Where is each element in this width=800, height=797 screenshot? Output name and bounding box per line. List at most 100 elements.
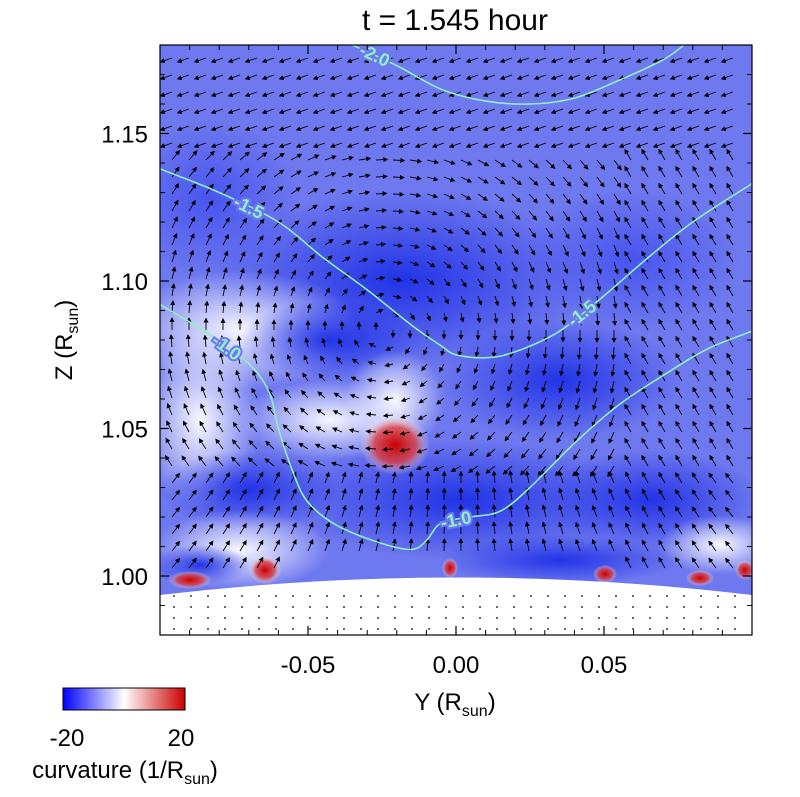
heatmap-region (593, 565, 617, 583)
surface-dot (666, 595, 668, 597)
velocity-arrow (573, 431, 581, 444)
velocity-arrow (290, 153, 303, 161)
velocity-arrow (210, 74, 224, 81)
velocity-arrow (533, 108, 547, 115)
surface-dot (700, 617, 702, 619)
velocity-arrow (222, 200, 231, 212)
velocity-arrow (475, 504, 481, 518)
velocity-arrow (477, 244, 486, 254)
velocity-arrow (451, 448, 462, 456)
velocity-arrow (261, 108, 275, 115)
velocity-arrow (182, 437, 190, 450)
velocity-arrow (426, 278, 435, 286)
velocity-arrow (408, 521, 414, 535)
velocity-arrow (392, 157, 406, 163)
velocity-arrow (256, 152, 268, 161)
velocity-arrow (494, 176, 506, 185)
velocity-arrow (613, 159, 622, 171)
velocity-arrow (596, 261, 602, 275)
velocity-arrow (231, 456, 241, 467)
velocity-arrow (465, 91, 479, 98)
velocity-arrow (171, 232, 178, 246)
surface-dot (292, 595, 294, 597)
velocity-arrow (341, 256, 351, 263)
velocity-arrow (708, 506, 717, 518)
velocity-arrow (239, 217, 248, 229)
surface-dot (700, 595, 702, 597)
surface-dot (394, 606, 396, 608)
velocity-arrow (592, 380, 598, 394)
velocity-arrow (476, 312, 482, 324)
velocity-arrow (658, 267, 666, 280)
velocity-arrow (443, 193, 455, 199)
velocity-arrow (250, 405, 258, 416)
velocity-arrow (525, 363, 530, 376)
velocity-arrow (528, 193, 538, 204)
velocity-arrow (256, 185, 267, 195)
velocity-arrow (584, 74, 598, 81)
velocity-arrow (287, 336, 293, 348)
velocity-arrow (341, 172, 354, 178)
velocity-arrow (222, 250, 229, 263)
velocity-arrow (239, 168, 250, 178)
surface-dot (428, 595, 430, 597)
velocity-arrow (538, 448, 547, 460)
velocity-arrow (559, 346, 565, 360)
velocity-arrow (499, 91, 513, 98)
velocity-arrow (217, 403, 224, 416)
velocity-arrow (300, 390, 309, 399)
velocity-arrow (524, 538, 530, 552)
velocity-arrow (579, 261, 585, 275)
velocity-arrow (613, 176, 622, 188)
velocity-arrow (641, 301, 649, 314)
velocity-arrow (579, 227, 587, 240)
velocity-arrow (239, 488, 247, 501)
velocity-arrow (290, 170, 302, 178)
velocity-arrow (652, 91, 666, 98)
velocity-arrow (624, 182, 632, 195)
surface-dot (343, 606, 345, 608)
velocity-arrow (324, 521, 331, 535)
velocity-arrow (409, 226, 421, 232)
velocity-arrow (426, 193, 439, 199)
velocity-arrow (397, 91, 411, 98)
velocity-arrow (256, 235, 264, 246)
velocity-arrow (251, 387, 258, 399)
velocity-arrow (433, 448, 445, 455)
velocity-arrow (363, 108, 377, 115)
velocity-arrow (329, 74, 343, 81)
velocity-arrow (692, 267, 700, 280)
velocity-arrow (273, 252, 280, 263)
velocity-arrow (686, 108, 700, 115)
velocity-arrow (443, 176, 456, 182)
velocity-arrow (188, 523, 197, 535)
velocity-arrow (624, 318, 632, 331)
velocity-arrow (248, 439, 258, 450)
velocity-arrow (516, 74, 530, 81)
velocity-arrow (511, 227, 520, 238)
velocity-arrow (391, 471, 397, 484)
velocity-arrow (524, 521, 530, 535)
velocity-arrow (584, 57, 598, 64)
velocity-arrow (658, 148, 666, 161)
velocity-arrow (618, 142, 632, 149)
velocity-arrow (188, 557, 197, 569)
colorbar-title: curvature (1/Rsun) (32, 757, 218, 788)
velocity-arrow (720, 142, 734, 149)
velocity-arrow (321, 337, 327, 348)
velocity-arrow (290, 253, 298, 263)
velocity-arrow (215, 438, 224, 450)
surface-dot (683, 628, 685, 630)
surface-dot (275, 606, 277, 608)
velocity-arrow (726, 216, 734, 229)
velocity-arrow (641, 454, 649, 467)
velocity-arrow (222, 540, 231, 552)
velocity-arrow (675, 420, 683, 433)
velocity-arrow (545, 193, 555, 204)
velocity-arrow (596, 210, 604, 223)
surface-dot (292, 606, 294, 608)
surface-dot (190, 595, 192, 597)
velocity-arrow (256, 522, 264, 535)
velocity-arrow (584, 108, 598, 115)
velocity-arrow (295, 142, 309, 149)
